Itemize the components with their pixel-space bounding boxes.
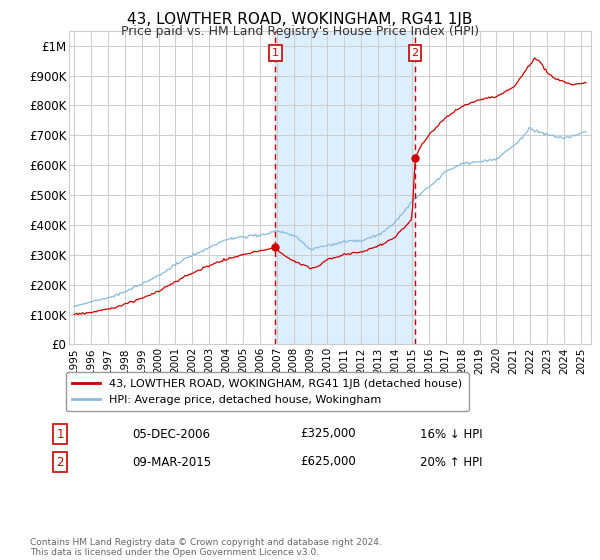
Text: Price paid vs. HM Land Registry's House Price Index (HPI): Price paid vs. HM Land Registry's House … <box>121 25 479 38</box>
Bar <box>275 31 415 344</box>
Legend: 43, LOWTHER ROAD, WOKINGHAM, RG41 1JB (detached house), HPI: Average price, deta: 43, LOWTHER ROAD, WOKINGHAM, RG41 1JB (d… <box>65 372 469 411</box>
Text: 09-MAR-2015: 09-MAR-2015 <box>132 455 211 469</box>
Text: Contains HM Land Registry data © Crown copyright and database right 2024.
This d: Contains HM Land Registry data © Crown c… <box>30 538 382 557</box>
Text: 2: 2 <box>412 48 419 58</box>
Text: 1: 1 <box>272 48 279 58</box>
Text: 43, LOWTHER ROAD, WOKINGHAM, RG41 1JB: 43, LOWTHER ROAD, WOKINGHAM, RG41 1JB <box>127 12 473 27</box>
Text: 05-DEC-2006: 05-DEC-2006 <box>132 427 210 441</box>
Text: 20% ↑ HPI: 20% ↑ HPI <box>420 455 482 469</box>
Text: 1: 1 <box>56 427 64 441</box>
Text: £625,000: £625,000 <box>300 455 356 469</box>
Text: 16% ↓ HPI: 16% ↓ HPI <box>420 427 482 441</box>
Text: £325,000: £325,000 <box>300 427 356 441</box>
Text: 2: 2 <box>56 455 64 469</box>
